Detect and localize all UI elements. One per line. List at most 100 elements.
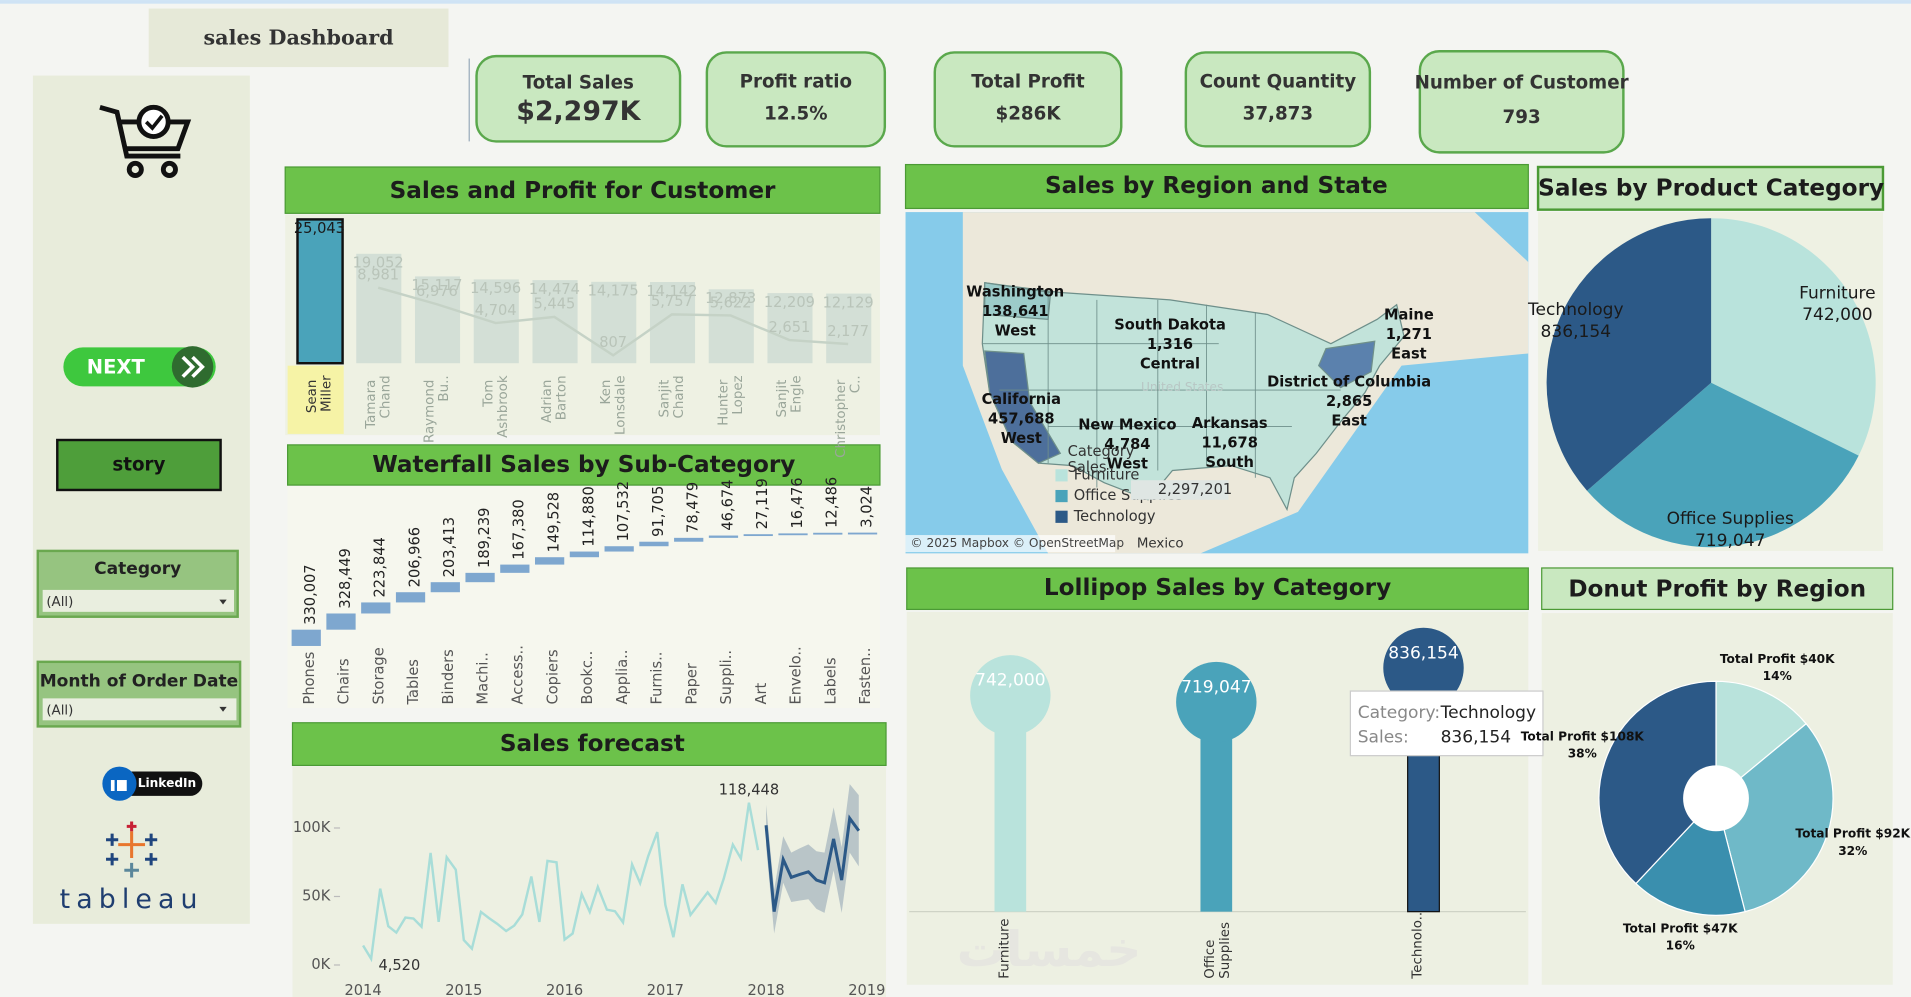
chart-title: Donut Profit by Region xyxy=(1568,576,1866,602)
kpi-card xyxy=(933,51,1123,148)
tooltip-value: 836,154 xyxy=(1441,727,1512,747)
label-line: Christopher xyxy=(834,375,849,457)
x-tick-label: Raymond Bu.. xyxy=(423,375,453,443)
kpi-card xyxy=(1184,51,1372,148)
x-tick-label: Phones xyxy=(301,652,318,705)
donut-hole xyxy=(1683,765,1749,832)
map-title: Sales by Region and State xyxy=(1045,173,1388,199)
pie-slice xyxy=(1587,382,1859,548)
filter-dropdown[interactable] xyxy=(42,589,234,612)
bar-label: 223,844 xyxy=(372,537,389,597)
waterfall-bar xyxy=(604,546,634,552)
x-tick-label: Sanjit Chand xyxy=(658,375,688,418)
x-tick-label: Adrian Barton xyxy=(540,375,570,423)
filter-label: Month of Order Date xyxy=(40,671,238,691)
linkedin-icon-mark xyxy=(110,780,115,791)
map-state-region: Central xyxy=(1140,355,1200,372)
waterfall-bar xyxy=(743,534,773,537)
legend-label: Furniture xyxy=(1074,466,1140,483)
bar-label: 328,449 xyxy=(337,548,354,608)
chart-title: Sales by Product Category xyxy=(1538,175,1884,201)
waterfall-bar xyxy=(778,533,808,536)
map-state-region: East xyxy=(1391,346,1427,363)
label-line: Office xyxy=(1203,935,1218,978)
panel-header xyxy=(1541,567,1894,611)
x-tick-label: 2016 xyxy=(546,982,583,997)
bar-label: 12,486 xyxy=(824,477,841,528)
waterfall-bar xyxy=(465,572,495,583)
value-label: 742,000 xyxy=(975,671,1046,691)
label-line: Bu.. xyxy=(437,375,452,401)
x-tick-label: Art xyxy=(753,682,770,704)
bar-label: 206,966 xyxy=(406,527,423,587)
bar-label: 149,528 xyxy=(545,492,562,552)
waterfall-bar xyxy=(430,582,460,593)
bar-label: 114,880 xyxy=(580,486,597,546)
story-label[interactable]: story xyxy=(112,455,165,476)
bar-label: 330,007 xyxy=(302,564,319,624)
x-tick-label: Paper xyxy=(683,663,700,704)
next-chevrons[interactable] xyxy=(181,355,205,378)
bar-label: 167,380 xyxy=(511,499,528,559)
linkedin-label[interactable]: LinkedIn xyxy=(138,776,197,790)
x-tick-label: Chairs xyxy=(336,658,353,704)
map-state-value: 138,641 xyxy=(982,303,1049,320)
label-line: Sean xyxy=(305,375,320,413)
donut-slice xyxy=(1598,680,1717,885)
slice-label: Total Profit $40K xyxy=(1720,652,1835,666)
kpi-label: Profit ratio xyxy=(740,71,852,92)
line-label: 5,445 xyxy=(533,296,575,313)
filter-value[interactable]: (All) xyxy=(46,704,73,719)
kpi-card xyxy=(475,54,682,143)
label-line: Miller xyxy=(320,375,335,412)
lollipop-head xyxy=(1176,661,1257,743)
kpi-row: Total Sales $2,297K Profit ratio 12.5% Total… xyxy=(475,50,1629,154)
next-button[interactable]: NEXT xyxy=(63,346,216,388)
map-state-region: South xyxy=(1206,454,1254,471)
x-tick-label: Copiers xyxy=(544,649,561,704)
story-button-bg[interactable] xyxy=(56,438,222,492)
watermark: خمسات xyxy=(957,922,1142,978)
bar-label: 12,873 xyxy=(705,290,756,307)
bar xyxy=(356,253,402,364)
filter-dropdown[interactable] xyxy=(42,698,237,721)
bar-label: 78,479 xyxy=(685,482,702,533)
kpi-label: Count Quantity xyxy=(1200,71,1357,92)
sidebar xyxy=(32,75,250,924)
line-label: 5,622 xyxy=(710,294,752,311)
dropdown-arrow[interactable] xyxy=(219,599,227,605)
bar-label: 189,239 xyxy=(476,508,493,568)
x-tick-label: 2014 xyxy=(344,982,381,997)
y-tick-label: 0K xyxy=(311,956,330,973)
bar xyxy=(767,293,813,364)
forecast-band xyxy=(766,784,859,934)
label-line: Supplies xyxy=(1218,922,1233,979)
label-line: Lonsdale xyxy=(613,375,628,435)
category-filter[interactable]: Category (All) xyxy=(36,549,239,618)
logo-cross xyxy=(126,821,137,832)
story-button[interactable]: story xyxy=(56,438,222,492)
map-state-region: East xyxy=(1331,413,1367,430)
slice-label: Total Profit $108K xyxy=(1521,729,1645,743)
dashboard-title: sales Dashboard xyxy=(204,26,394,50)
linkedin-badge[interactable]: LinkedIn xyxy=(102,766,203,801)
dropdown-arrow[interactable] xyxy=(219,706,227,712)
tableau-wordmark: tableau xyxy=(60,884,204,915)
filter-value[interactable]: (All) xyxy=(46,595,73,610)
label-line: Tamara xyxy=(364,375,379,429)
bar xyxy=(826,293,872,364)
map-state-name: New Mexico xyxy=(1078,416,1176,433)
linkedin-icon-mark xyxy=(117,780,127,791)
linkedin-pill[interactable] xyxy=(119,771,203,796)
month-filter[interactable]: Month of Order Date (All) xyxy=(36,660,242,728)
profit-line xyxy=(377,286,849,357)
map-borders xyxy=(982,292,1341,488)
kpi-value: $286K xyxy=(996,103,1062,124)
label-line: C.. xyxy=(848,375,863,393)
label-line: Engle xyxy=(790,375,805,412)
panel-header xyxy=(291,722,887,767)
label-line: Tom xyxy=(481,375,496,407)
next-label[interactable]: NEXT xyxy=(87,356,146,379)
waterfall-bar xyxy=(361,602,391,614)
